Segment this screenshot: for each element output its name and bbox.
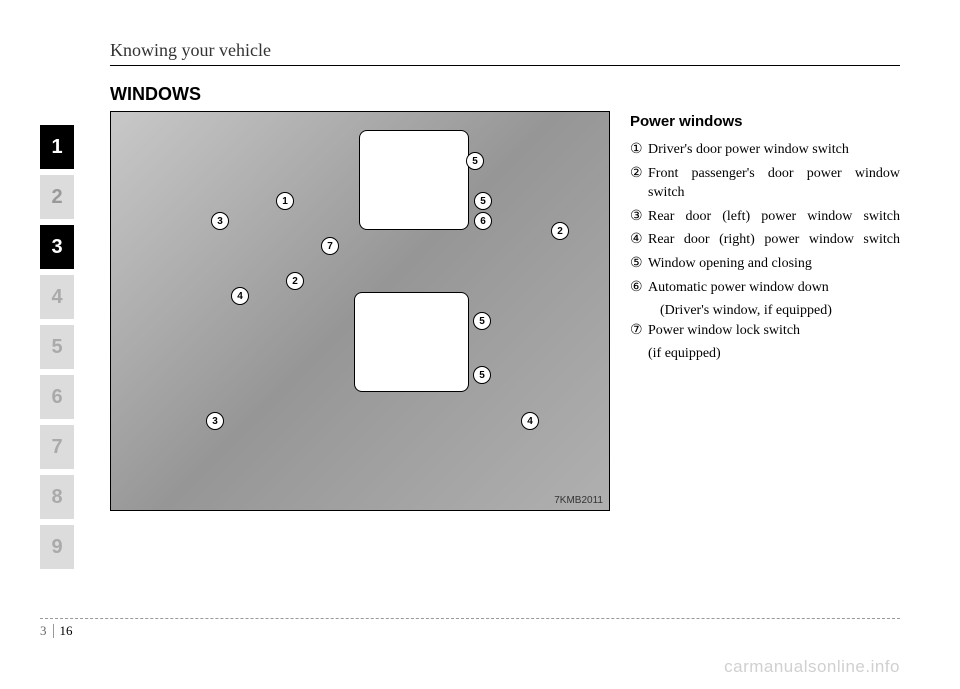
list-marker: ⑥ — [630, 278, 648, 298]
list-item: ① Driver's door power window switch — [630, 140, 900, 160]
list-marker: ④ — [630, 230, 648, 250]
footer-page-numbers: 3 16 — [40, 623, 900, 639]
content-area: 1 3 4 2 7 5 5 6 2 5 5 3 4 7KMB2011 Power… — [110, 111, 900, 511]
chapter-tabs: 1 2 3 4 5 6 7 8 9 — [40, 125, 74, 569]
diagram-inset — [359, 130, 469, 230]
callout-circle: 3 — [206, 412, 224, 430]
list-text: Power window lock switch — [648, 321, 900, 341]
list-marker: ① — [630, 140, 648, 160]
subsection-title: Power windows — [630, 111, 900, 132]
chapter-tab[interactable]: 6 — [40, 375, 74, 419]
list-item: ② Front passenger's door power window sw… — [630, 164, 900, 203]
list-text: Front passenger's door power window swit… — [648, 164, 900, 203]
list-indent-text: (if equipped) — [648, 344, 900, 364]
callout-circle: 5 — [473, 366, 491, 384]
text-column: Power windows ① Driver's door power wind… — [630, 111, 900, 511]
diagram-inset — [354, 292, 469, 392]
header-title: Knowing your vehicle — [110, 40, 900, 61]
watermark: carmanualsonline.info — [724, 657, 900, 677]
list-item: ⑦ Power window lock switch — [630, 321, 900, 341]
callout-circle: 6 — [474, 212, 492, 230]
list-text: Automatic power window down — [648, 278, 900, 298]
callout-circle: 5 — [473, 312, 491, 330]
footer-divider — [53, 624, 54, 638]
chapter-tab[interactable]: 8 — [40, 475, 74, 519]
chapter-tab[interactable]: 1 — [40, 125, 74, 169]
diagram-image: 1 3 4 2 7 5 5 6 2 5 5 3 4 7KMB2011 — [110, 111, 610, 511]
list-marker: ② — [630, 164, 648, 203]
chapter-tab[interactable]: 2 — [40, 175, 74, 219]
callout-circle: 7 — [321, 237, 339, 255]
callout-circle: 5 — [466, 152, 484, 170]
list-text: Window opening and closing — [648, 254, 900, 274]
list-item: ③ Rear door (left) power window switch — [630, 207, 900, 227]
manual-page: Knowing your vehicle WINDOWS 1 3 4 2 7 5… — [0, 0, 960, 689]
list-marker: ⑤ — [630, 254, 648, 274]
callout-circle: 1 — [276, 192, 294, 210]
section-title: WINDOWS — [110, 84, 900, 105]
callout-circle: 4 — [521, 412, 539, 430]
callout-circle: 5 — [474, 192, 492, 210]
chapter-tab[interactable]: 4 — [40, 275, 74, 319]
chapter-tab[interactable]: 9 — [40, 525, 74, 569]
chapter-tab[interactable]: 5 — [40, 325, 74, 369]
list-text: Rear door (right) power window switch — [648, 230, 900, 250]
image-code: 7KMB2011 — [554, 495, 603, 506]
callout-circle: 2 — [551, 222, 569, 240]
footer: 3 16 — [40, 618, 900, 639]
chapter-tab-active[interactable]: 3 — [40, 225, 74, 269]
list-marker: ③ — [630, 207, 648, 227]
list-indent-text: (Driver's window, if equipped) — [660, 301, 900, 321]
callout-circle: 2 — [286, 272, 304, 290]
list-item: ⑥ Automatic power window down — [630, 278, 900, 298]
chapter-tab[interactable]: 7 — [40, 425, 74, 469]
list-text: Rear door (left) power window switch — [648, 207, 900, 227]
list-text: Driver's door power window switch — [648, 140, 900, 160]
header-rule — [110, 65, 900, 66]
callout-circle: 3 — [211, 212, 229, 230]
list-item: ⑤ Window opening and closing — [630, 254, 900, 274]
list-item: ④ Rear door (right) power window switch — [630, 230, 900, 250]
footer-chapter-number: 3 — [40, 623, 47, 639]
list-marker: ⑦ — [630, 321, 648, 341]
callout-circle: 4 — [231, 287, 249, 305]
footer-page-number: 16 — [60, 623, 73, 639]
